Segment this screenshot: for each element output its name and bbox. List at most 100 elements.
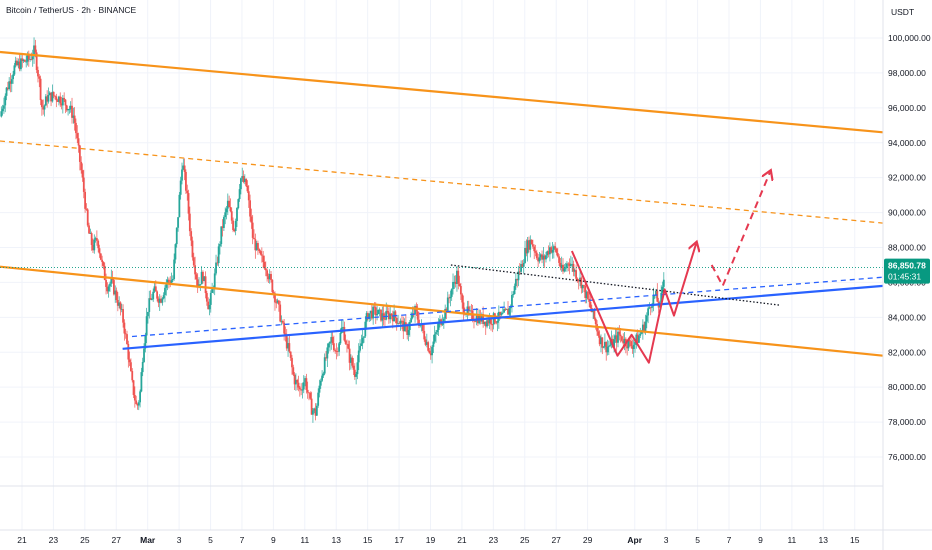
candle-body (331, 337, 334, 344)
candle-body (247, 191, 250, 201)
candle-body (43, 105, 46, 110)
candle-body (423, 330, 426, 340)
price-tick-label: 98,000.00 (888, 68, 926, 78)
projection-path[interactable] (570, 244, 696, 364)
candle-body (554, 246, 557, 249)
candle-body (433, 334, 436, 342)
candle-body (488, 318, 491, 324)
candle-body (270, 274, 272, 281)
candle-body (593, 309, 596, 319)
candle-body (336, 350, 339, 352)
candle-body (54, 95, 56, 97)
candle-body (166, 279, 169, 284)
candle-body (145, 316, 148, 336)
candle-body (0, 111, 3, 117)
candle-body (586, 291, 589, 299)
resistance-dotted[interactable] (450, 264, 780, 306)
candle-body (130, 362, 132, 372)
candle-body (29, 59, 32, 60)
time-axis[interactable]: 21 23 25 27 Mar 3 5 7 9 11 13 15 17 19 21 23 25 27 29 Apr 3 5… (17, 535, 859, 545)
candle-body (234, 221, 237, 232)
candle-body (543, 255, 546, 260)
chart-drawings (0, 50, 884, 364)
candle-body (3, 105, 5, 109)
candle-body (577, 280, 580, 282)
price-tick-label: 76,000.00 (888, 452, 926, 462)
candle-body (123, 322, 126, 334)
time-tick-label: 5 (695, 535, 700, 545)
candle-body (165, 283, 168, 288)
candle-body (156, 291, 159, 299)
candle-body (635, 334, 638, 342)
candle-body (86, 209, 89, 226)
candle-body (119, 302, 122, 310)
candle-body (555, 248, 558, 253)
candle-body (357, 350, 360, 363)
candle-body (75, 122, 77, 134)
candle-body (200, 271, 203, 285)
candle-body (141, 361, 144, 373)
candle-body (89, 233, 92, 234)
candle-body (42, 107, 45, 110)
candle-body (48, 92, 51, 96)
time-tick-label: 21 (17, 535, 27, 545)
candle-body (249, 200, 251, 217)
candle-body (428, 350, 431, 354)
candle-body (98, 248, 101, 254)
candle-body (37, 70, 39, 77)
candle-body (469, 310, 471, 312)
candle-body (352, 365, 355, 370)
candle-body (378, 309, 381, 311)
candle-body (178, 194, 181, 218)
currency-label[interactable]: USDT (891, 7, 914, 17)
candle-body (254, 239, 257, 251)
candle-body (450, 289, 453, 297)
price-tick-label: 80,000.00 (888, 382, 926, 392)
candle-body (533, 246, 536, 252)
candle-body (44, 96, 47, 106)
candle-body (432, 341, 435, 347)
time-tick-label: 29 (583, 535, 593, 545)
candle-body (69, 105, 72, 110)
candle-body (122, 309, 124, 323)
channel-mid[interactable] (0, 140, 884, 224)
candle-body (474, 321, 477, 323)
candle-body (280, 321, 283, 322)
candle-body (77, 138, 80, 146)
candle-body (258, 249, 261, 252)
candle-body (356, 362, 359, 375)
candle-body (272, 292, 275, 294)
candle-body (584, 285, 587, 298)
price-tick-label: 96,000.00 (888, 103, 926, 113)
candle-body (583, 285, 585, 286)
candle-body (95, 238, 98, 241)
candle-body (448, 297, 450, 299)
candle-body (338, 343, 341, 352)
candle-body (330, 337, 333, 342)
candle-body (128, 359, 131, 363)
candle-body (647, 308, 650, 316)
candle-body (268, 274, 271, 280)
candle-body (222, 217, 225, 228)
support-solid[interactable] (122, 284, 884, 350)
channel-upper[interactable] (0, 50, 884, 134)
channel-lower[interactable] (0, 265, 884, 357)
candle-body (385, 310, 388, 320)
candle-body (317, 392, 320, 406)
candle-body (403, 322, 406, 332)
candle-body (347, 344, 350, 349)
candle-body (64, 99, 67, 106)
candle-body (12, 74, 14, 80)
candle-body (418, 319, 420, 326)
candle-body (17, 61, 20, 66)
candle-body (504, 309, 507, 310)
candle-body (63, 97, 66, 100)
candle-body (397, 323, 399, 324)
candle-body (454, 281, 457, 284)
candle-body (550, 247, 553, 253)
candle-body (539, 254, 542, 258)
candle-body (524, 247, 526, 263)
candle-body (562, 264, 564, 272)
